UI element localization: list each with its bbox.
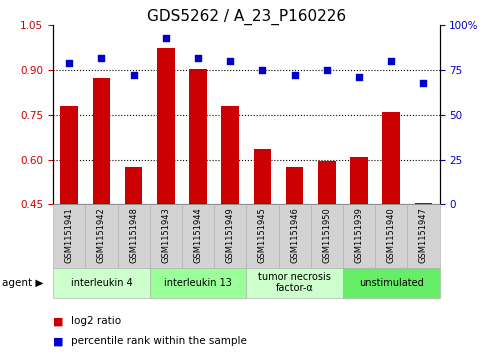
Bar xyxy=(157,48,175,204)
Bar xyxy=(53,204,85,268)
Bar xyxy=(350,156,368,204)
Point xyxy=(65,60,73,66)
Bar xyxy=(150,268,246,298)
Text: GSM1151940: GSM1151940 xyxy=(387,207,396,263)
Text: GSM1151946: GSM1151946 xyxy=(290,207,299,263)
Text: GSM1151944: GSM1151944 xyxy=(194,207,202,263)
Bar xyxy=(414,203,432,204)
Text: interleukin 13: interleukin 13 xyxy=(164,278,232,288)
Text: GSM1151949: GSM1151949 xyxy=(226,207,235,263)
Bar xyxy=(383,112,400,204)
Title: GDS5262 / A_23_P160226: GDS5262 / A_23_P160226 xyxy=(147,9,346,25)
Bar xyxy=(125,167,142,204)
Point xyxy=(387,58,395,64)
Bar xyxy=(60,106,78,204)
Text: interleukin 4: interleukin 4 xyxy=(71,278,132,288)
Text: tumor necrosis
factor-α: tumor necrosis factor-α xyxy=(258,272,331,293)
Bar xyxy=(85,204,117,268)
Bar xyxy=(286,167,303,204)
Bar xyxy=(279,204,311,268)
Bar xyxy=(246,268,343,298)
Text: agent ▶: agent ▶ xyxy=(2,278,44,288)
Bar xyxy=(246,204,279,268)
Bar xyxy=(117,204,150,268)
Text: percentile rank within the sample: percentile rank within the sample xyxy=(71,336,247,346)
Bar xyxy=(53,268,150,298)
Point xyxy=(323,67,331,73)
Bar xyxy=(407,204,440,268)
Text: GSM1151942: GSM1151942 xyxy=(97,207,106,263)
Bar xyxy=(189,69,207,204)
Text: GSM1151948: GSM1151948 xyxy=(129,207,138,263)
Bar xyxy=(93,78,110,204)
Bar xyxy=(214,204,246,268)
Bar xyxy=(150,204,182,268)
Bar xyxy=(182,204,214,268)
Bar xyxy=(343,204,375,268)
Text: GSM1151947: GSM1151947 xyxy=(419,207,428,263)
Point xyxy=(258,67,266,73)
Text: GSM1151941: GSM1151941 xyxy=(65,207,74,263)
Text: GSM1151950: GSM1151950 xyxy=(322,207,331,263)
Text: log2 ratio: log2 ratio xyxy=(71,316,122,326)
Text: ■: ■ xyxy=(53,316,64,326)
Bar xyxy=(343,268,440,298)
Point xyxy=(194,55,202,61)
Bar xyxy=(221,106,239,204)
Text: unstimulated: unstimulated xyxy=(359,278,424,288)
Text: GSM1151943: GSM1151943 xyxy=(161,207,170,263)
Point xyxy=(162,35,170,41)
Bar xyxy=(375,204,407,268)
Point xyxy=(130,73,138,78)
Text: GSM1151945: GSM1151945 xyxy=(258,207,267,263)
Text: GSM1151939: GSM1151939 xyxy=(355,207,364,263)
Point xyxy=(355,74,363,80)
Bar xyxy=(254,149,271,204)
Point xyxy=(291,73,298,78)
Text: ■: ■ xyxy=(53,336,64,346)
Point xyxy=(98,55,105,61)
Point xyxy=(227,58,234,64)
Bar xyxy=(318,161,336,204)
Point xyxy=(420,80,427,86)
Bar xyxy=(311,204,343,268)
